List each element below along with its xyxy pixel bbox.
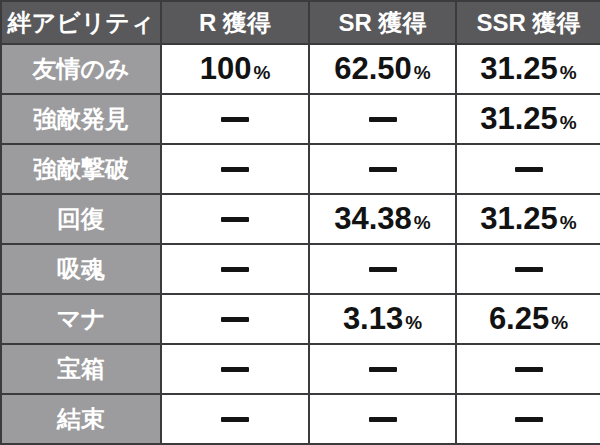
rate-cell-empty <box>161 294 309 344</box>
dash-icon <box>221 217 249 222</box>
dash-icon <box>369 417 397 422</box>
dash-icon <box>369 167 397 172</box>
rate-cell-empty <box>456 344 600 394</box>
rate-cell-empty <box>161 244 309 294</box>
rate-number: 31.25 <box>480 101 558 136</box>
rate-cell-value: 6.25% <box>456 294 600 344</box>
rate-cell-value: 31.25% <box>456 44 600 94</box>
rate-cell-empty <box>309 344 456 394</box>
rate-number: 100 <box>200 51 252 86</box>
table-body: 友情のみ100%62.50%31.25%強敵発見31.25%強敵撃破回復34.3… <box>1 44 600 444</box>
row-label: 結束 <box>1 394 161 444</box>
table-row: マナ3.13%6.25% <box>1 294 600 344</box>
percent-sign: % <box>560 112 577 133</box>
row-label: 吸魂 <box>1 244 161 294</box>
dash-icon <box>369 117 397 122</box>
header-row: 絆アビリティ R 獲得 SR 獲得 SSR 獲得 <box>1 1 600 44</box>
dash-icon <box>515 167 543 172</box>
percent-sign: % <box>551 312 568 333</box>
rate-cell-empty <box>161 394 309 444</box>
rate-cell-empty <box>309 394 456 444</box>
dash-icon <box>369 367 397 372</box>
rate-cell-value: 31.25% <box>456 194 600 244</box>
table-row: 友情のみ100%62.50%31.25% <box>1 44 600 94</box>
table-row: 強敵撃破 <box>1 144 600 194</box>
percent-sign: % <box>560 62 577 83</box>
header-r-rate: R 獲得 <box>161 1 309 44</box>
rate-number: 3.13 <box>343 301 403 336</box>
rate-cell-empty <box>161 194 309 244</box>
row-label: 友情のみ <box>1 44 161 94</box>
rate-cell-empty <box>161 144 309 194</box>
rate-cell-empty <box>456 394 600 444</box>
table-row: 結束 <box>1 394 600 444</box>
header-sr-rate: SR 獲得 <box>309 1 456 44</box>
rate-cell-empty <box>456 144 600 194</box>
dash-icon <box>221 417 249 422</box>
rate-table: 絆アビリティ R 獲得 SR 獲得 SSR 獲得 友情のみ100%62.50%3… <box>0 0 600 445</box>
row-label: 強敵撃破 <box>1 144 161 194</box>
dash-icon <box>515 417 543 422</box>
dash-icon <box>221 167 249 172</box>
header-ssr-rate: SSR 獲得 <box>456 1 600 44</box>
row-label: 強敵発見 <box>1 94 161 144</box>
row-label: マナ <box>1 294 161 344</box>
dash-icon <box>221 317 249 322</box>
percent-sign: % <box>414 212 431 233</box>
rate-cell-empty <box>161 94 309 144</box>
rate-number: 62.50 <box>334 51 412 86</box>
rate-cell-empty <box>456 244 600 294</box>
percent-sign: % <box>414 62 431 83</box>
table-row: 吸魂 <box>1 244 600 294</box>
dash-icon <box>221 267 249 272</box>
rate-number: 34.38 <box>334 201 412 236</box>
rate-number: 31.25 <box>480 51 558 86</box>
table-row: 宝箱 <box>1 344 600 394</box>
table-row: 強敵発見 31.25% <box>1 94 600 144</box>
percent-sign: % <box>560 212 577 233</box>
rate-cell-value: 31.25% <box>456 94 600 144</box>
dash-icon <box>221 117 249 122</box>
row-label: 宝箱 <box>1 344 161 394</box>
rate-cell-value: 34.38% <box>309 194 456 244</box>
header-bond-ability: 絆アビリティ <box>1 1 161 44</box>
rate-cell-empty <box>309 244 456 294</box>
rate-cell-empty <box>309 94 456 144</box>
rate-number: 6.25 <box>489 301 549 336</box>
rate-cell-empty <box>309 144 456 194</box>
table-row: 回復34.38%31.25% <box>1 194 600 244</box>
rate-cell-value: 100% <box>161 44 309 94</box>
percent-sign: % <box>253 62 270 83</box>
rate-cell-value: 3.13% <box>309 294 456 344</box>
rate-cell-empty <box>161 344 309 394</box>
rate-number: 31.25 <box>480 201 558 236</box>
dash-icon <box>369 267 397 272</box>
dash-icon <box>515 267 543 272</box>
row-label: 回復 <box>1 194 161 244</box>
bond-ability-rate-table: 絆アビリティ R 獲得 SR 獲得 SSR 獲得 友情のみ100%62.50%3… <box>0 0 600 445</box>
dash-icon <box>515 367 543 372</box>
dash-icon <box>221 367 249 372</box>
percent-sign: % <box>405 312 422 333</box>
rate-cell-value: 62.50% <box>309 44 456 94</box>
